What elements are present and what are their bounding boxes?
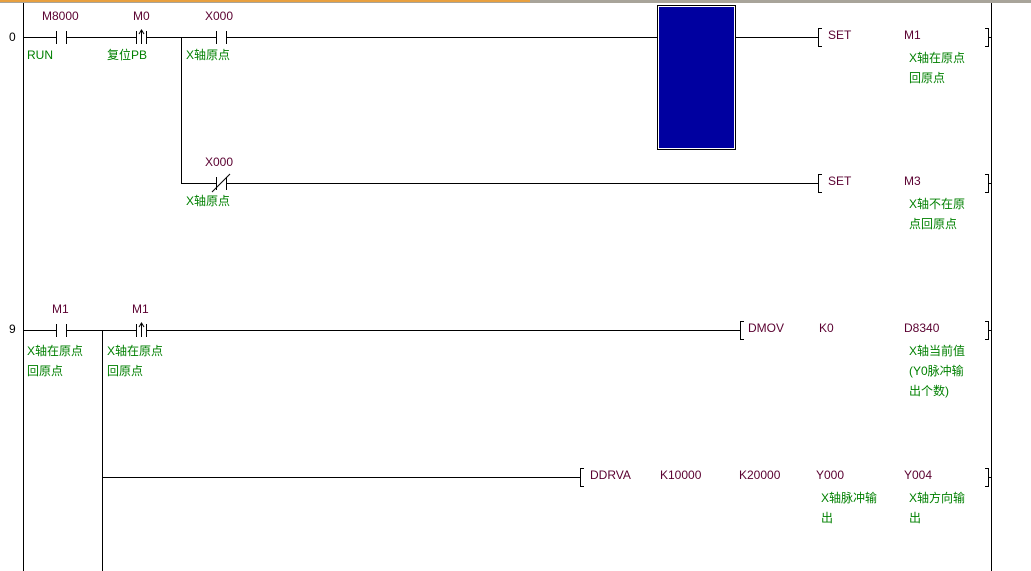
cursor-selection-block[interactable]: [657, 5, 736, 150]
instruction-operand[interactable]: K10000: [660, 468, 702, 482]
instruction-op[interactable]: DDRVA: [590, 468, 631, 482]
step-number: 9: [9, 322, 16, 336]
contact-x000-no: [216, 31, 227, 44]
contact-device[interactable]: M8000: [42, 9, 79, 23]
contact-comment: X轴原点: [186, 194, 231, 208]
contact-m8000-no: [56, 31, 67, 44]
instruction-op[interactable]: DMOV: [748, 321, 784, 335]
active-indicator: [0, 0, 530, 2]
operand-comment: X轴方向输 出: [909, 491, 966, 525]
instruction-operand[interactable]: M3: [904, 174, 921, 188]
contact-device[interactable]: M0: [133, 9, 150, 23]
contact-comment: X轴原点: [186, 48, 231, 62]
contact-device[interactable]: X000: [205, 9, 234, 23]
contact-m1-rising: [136, 322, 147, 337]
contact-comment: X轴在原点 回原点: [27, 344, 84, 378]
bracket-right: [985, 28, 989, 47]
instruction-operand[interactable]: M1: [904, 28, 921, 42]
bracket-left: [818, 28, 822, 47]
contact-comment: X轴在原点 回原点: [107, 344, 164, 378]
instruction-operand[interactable]: Y000: [816, 468, 845, 482]
instruction-operand[interactable]: Y004: [904, 468, 933, 482]
window-top-border: [0, 0, 1031, 3]
operand-comment: X轴不在原 点回原点: [909, 197, 966, 231]
step-number: 0: [9, 30, 16, 44]
contact-x000-nc: [211, 173, 231, 193]
contact-comment: RUN: [27, 48, 53, 62]
instruction-operand[interactable]: K0: [819, 321, 834, 335]
contact-m0-rising: [136, 29, 147, 44]
contact-comment: 复位PB: [107, 48, 148, 62]
contact-device[interactable]: M1: [52, 302, 69, 316]
contact-m1-no: [56, 324, 67, 337]
operand-comment: X轴当前值 (Y0脉冲输 出个数): [909, 344, 966, 398]
instruction-op[interactable]: SET: [828, 28, 852, 42]
instruction-op[interactable]: SET: [828, 174, 852, 188]
contact-device[interactable]: M1: [132, 302, 149, 316]
contact-device[interactable]: X000: [205, 155, 234, 169]
operand-comment: X轴在原点 回原点: [909, 51, 966, 85]
operand-comment: X轴脉冲输 出: [821, 491, 878, 525]
instruction-operand[interactable]: D8340: [904, 321, 940, 335]
instruction-operand[interactable]: K20000: [739, 468, 781, 482]
